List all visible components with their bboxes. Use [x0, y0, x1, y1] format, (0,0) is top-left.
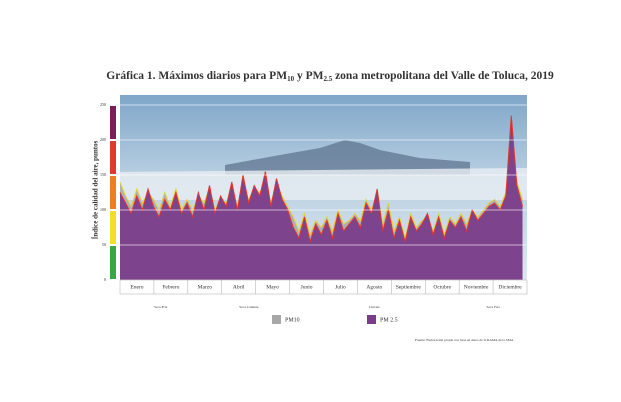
x-tick-label: Marzo: [198, 284, 213, 290]
legend-swatch: [272, 315, 281, 324]
line: [119, 115, 523, 244]
legend-swatch: [367, 315, 376, 324]
y-tick-label: 100: [100, 207, 106, 212]
y-tick-label: 0: [104, 277, 106, 282]
x-tick-label: Septiembre: [396, 284, 422, 290]
x-tick-label: Febrero: [162, 284, 179, 290]
clouds: [120, 168, 527, 200]
x-tick-label: Diciembre: [498, 284, 522, 290]
color-band: [110, 106, 116, 139]
line: [119, 146, 523, 239]
x-tick-label: Noviembre: [464, 284, 489, 290]
x-tick-label: Octubre: [433, 284, 451, 290]
title-part: 2.5: [323, 75, 332, 83]
y-tick-label: 50: [102, 242, 106, 247]
title-part: y PM: [294, 70, 324, 82]
x-tick-label: Junio: [301, 284, 313, 290]
source-note: Fuente: Elaboración propia con base en d…: [415, 338, 514, 342]
legend-label: PM10: [285, 317, 300, 323]
x-tick-label: Abril: [233, 284, 245, 290]
season-label: Seca Fría: [154, 305, 168, 309]
y-tick-label: 200: [100, 137, 106, 142]
color-band: [110, 211, 116, 244]
y-axis-label: Índice de calidad del aire, puntos: [92, 140, 100, 239]
color-band: [110, 246, 116, 279]
y-tick-label: 150: [100, 172, 106, 177]
x-tick-label: Mayo: [266, 284, 279, 290]
y-tick-label: 250: [100, 102, 106, 107]
season-label: Seca Fría: [487, 305, 501, 309]
chart-title: Gráfica 1. Máximos diarios para PM10 y P…: [106, 70, 554, 83]
color-band: [110, 141, 116, 174]
season-label: Seca Caliente: [239, 305, 259, 309]
color-band: [110, 176, 116, 209]
mountain: [225, 140, 470, 175]
season-label: Lluvias: [369, 305, 380, 309]
title-part: Gráfica 1. Máximos diarios para PM: [106, 70, 287, 82]
x-tick-label: Agosto: [366, 284, 382, 290]
area: [120, 115, 523, 280]
x-tick-label: Julio: [335, 284, 346, 290]
title-part: 10: [287, 75, 295, 83]
legend-label: PM 2.5: [380, 317, 398, 323]
x-tick-label: Enero: [130, 284, 143, 290]
title-part: zona metropolitana del Valle de Toluca, …: [332, 70, 554, 82]
